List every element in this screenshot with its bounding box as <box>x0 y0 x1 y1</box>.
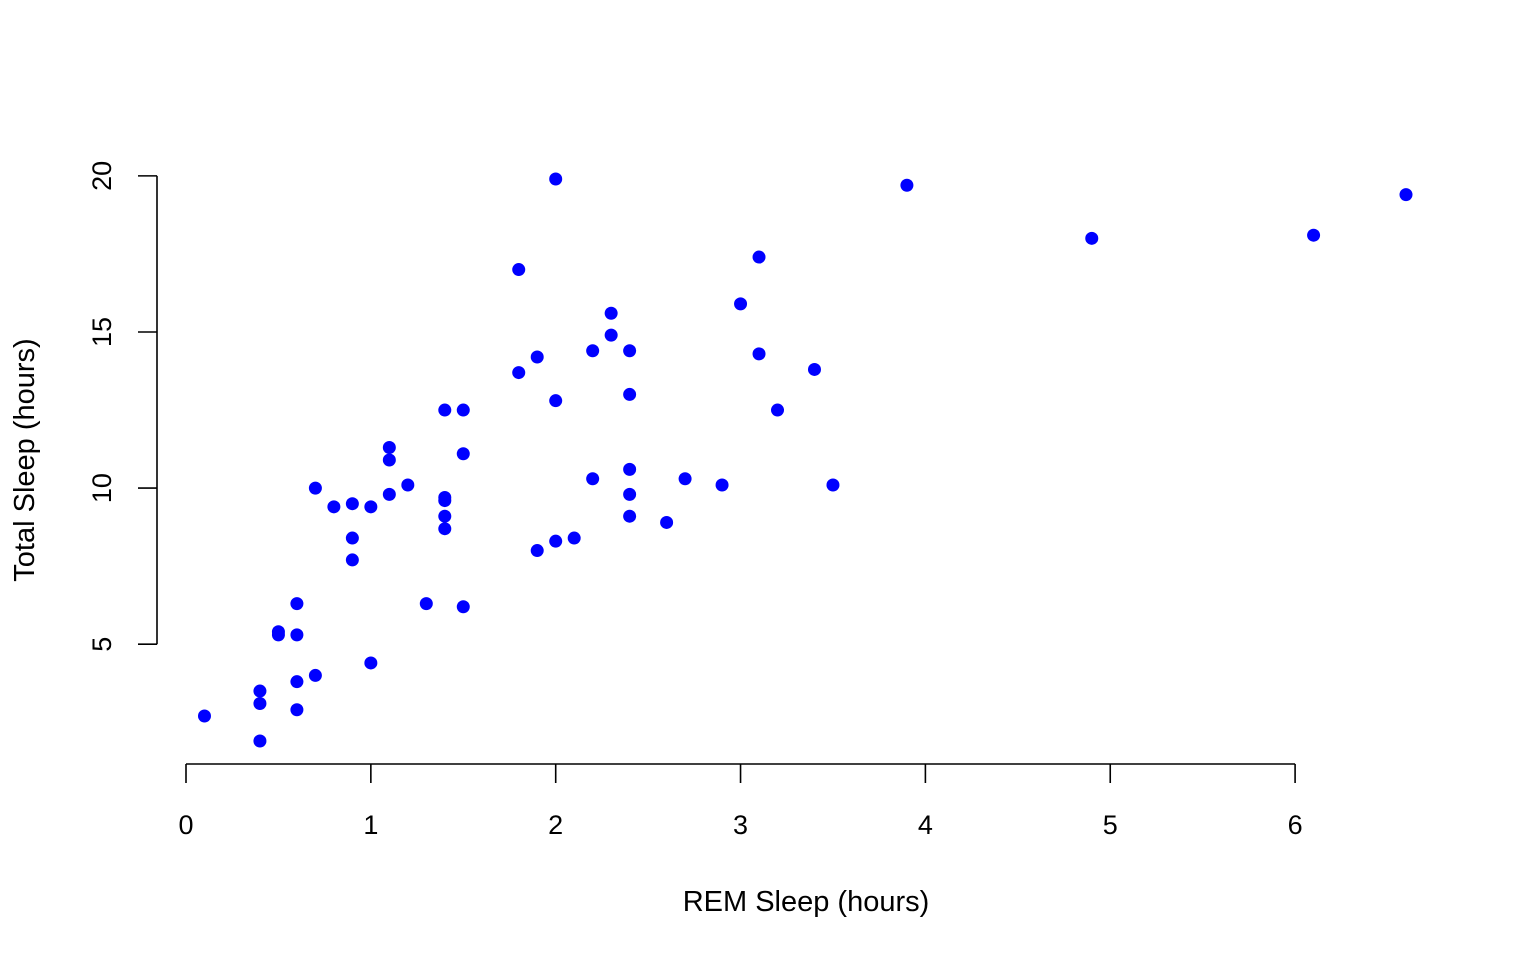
y-axis: 5 10 15 20 <box>87 161 158 652</box>
data-point <box>623 487 637 501</box>
data-point <box>438 509 452 523</box>
y-axis-title: Total Sleep (hours) <box>9 338 41 581</box>
data-point <box>197 709 211 723</box>
data-point <box>660 515 674 529</box>
x-tick-label: 1 <box>363 810 378 840</box>
x-tick-label: 0 <box>178 810 193 840</box>
data-point <box>419 597 433 611</box>
data-point <box>734 297 748 311</box>
data-point <box>549 394 563 408</box>
x-tick-label: 6 <box>1288 810 1303 840</box>
data-point <box>382 487 396 501</box>
data-point <box>807 362 821 376</box>
data-point <box>290 703 304 717</box>
y-tick-label: 15 <box>87 317 117 347</box>
data-point <box>715 478 729 492</box>
data-point <box>530 350 544 364</box>
data-point <box>382 441 396 455</box>
data-point <box>900 178 914 192</box>
data-point <box>530 544 544 558</box>
data-point <box>401 478 415 492</box>
data-point <box>752 250 766 264</box>
data-point <box>604 306 618 320</box>
data-point <box>345 553 359 567</box>
data-point <box>456 447 470 461</box>
data-point <box>382 453 396 467</box>
data-point <box>290 628 304 642</box>
data-point <box>364 500 378 514</box>
x-axis: 0 1 2 3 4 5 6 <box>178 763 1303 840</box>
data-point <box>678 472 692 486</box>
data-point <box>549 534 563 548</box>
data-point <box>604 328 618 342</box>
data-point <box>623 387 637 401</box>
data-point <box>586 344 600 358</box>
data-point <box>345 531 359 545</box>
data-point <box>567 531 581 545</box>
data-point <box>253 734 267 748</box>
y-tick-label: 5 <box>87 637 117 652</box>
x-axis-title: REM Sleep (hours) <box>683 886 930 918</box>
data-point <box>1085 231 1099 245</box>
x-tick-label: 4 <box>918 810 933 840</box>
x-tick-label: 3 <box>733 810 748 840</box>
data-point <box>345 497 359 511</box>
data-point <box>253 697 267 711</box>
x-tick-label: 2 <box>548 810 563 840</box>
data-point <box>308 668 322 682</box>
data-point <box>290 675 304 689</box>
data-point <box>364 656 378 670</box>
data-point <box>512 263 526 277</box>
data-point <box>1307 228 1321 242</box>
data-point <box>253 684 267 698</box>
data-point <box>623 344 637 358</box>
y-tick-label: 20 <box>87 161 117 191</box>
data-point <box>308 481 322 495</box>
data-point <box>771 403 785 417</box>
data-point <box>586 472 600 486</box>
data-point <box>549 172 563 186</box>
data-point <box>623 509 637 523</box>
y-tick-label: 10 <box>87 473 117 503</box>
data-point <box>752 347 766 361</box>
data-point <box>623 462 637 476</box>
data-point <box>456 600 470 614</box>
data-point <box>438 494 452 508</box>
data-point <box>456 403 470 417</box>
data-point <box>327 500 341 514</box>
data-point <box>512 366 526 380</box>
x-tick-label: 5 <box>1103 810 1118 840</box>
data-point <box>438 522 452 536</box>
data-point <box>290 597 304 611</box>
data-point <box>271 628 285 642</box>
data-point <box>1399 188 1413 202</box>
data-points <box>197 172 1413 748</box>
data-point <box>438 403 452 417</box>
data-point <box>826 478 840 492</box>
